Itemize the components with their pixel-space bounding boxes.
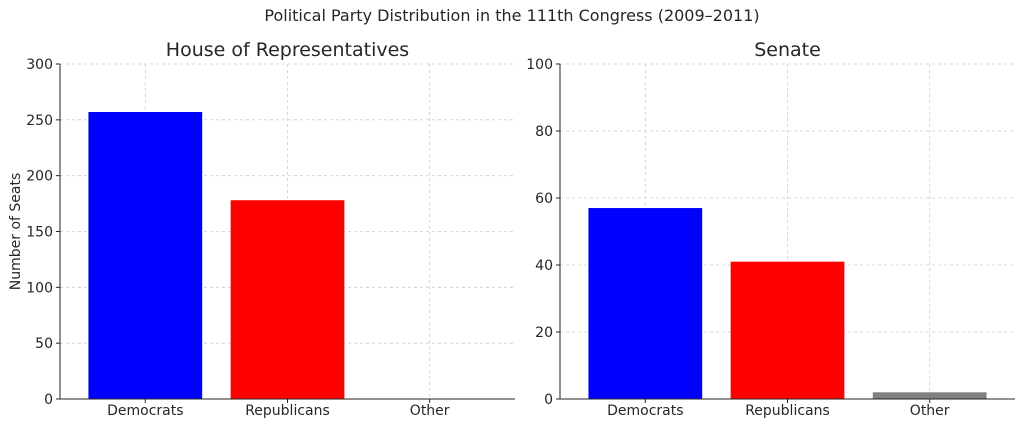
- senate-ytick-label: 20: [535, 325, 553, 341]
- house-ytick-label: 0: [44, 392, 53, 408]
- house-chart: House of Representatives 0 50 100 150 200 250…: [8, 39, 515, 419]
- senate-ytick-label: 40: [535, 258, 553, 274]
- senate-bar-democrats: [588, 208, 703, 399]
- figure-title: Political Party Distribution in the 111t…: [264, 6, 760, 25]
- house-xtick-label: Republicans: [245, 403, 330, 419]
- senate-chart: Senate 0 20 40 60 80 100 Democrats Republicans O…: [526, 39, 1015, 419]
- house-ytick-label: 250: [26, 113, 53, 129]
- senate-xtick-label: Democrats: [607, 403, 683, 419]
- senate-chart-title: Senate: [754, 39, 821, 61]
- house-ytick-label: 100: [26, 280, 53, 296]
- senate-xtick-label: Other: [910, 403, 950, 419]
- house-chart-title: House of Representatives: [166, 39, 409, 61]
- house-bar-republicans: [230, 200, 345, 399]
- senate-bar-other: [872, 392, 987, 399]
- house-xtick-label: Democrats: [107, 403, 183, 419]
- house-ytick-label: 150: [26, 225, 53, 241]
- senate-xtick-label: Republicans: [745, 403, 830, 419]
- house-bar-democrats: [88, 112, 203, 400]
- house-ytick-label: 50: [35, 336, 53, 352]
- senate-ytick-label: 60: [535, 191, 553, 207]
- house-ytick-label: 200: [26, 169, 53, 185]
- senate-ytick-label: 80: [535, 124, 553, 140]
- senate-ytick-label: 100: [526, 57, 553, 73]
- senate-bar-republicans: [730, 261, 845, 399]
- senate-ytick-label: 0: [544, 392, 553, 408]
- house-ytick-label: 300: [26, 57, 53, 73]
- house-xtick-label: Other: [410, 403, 450, 419]
- house-ylabel: Number of Seats: [8, 173, 24, 291]
